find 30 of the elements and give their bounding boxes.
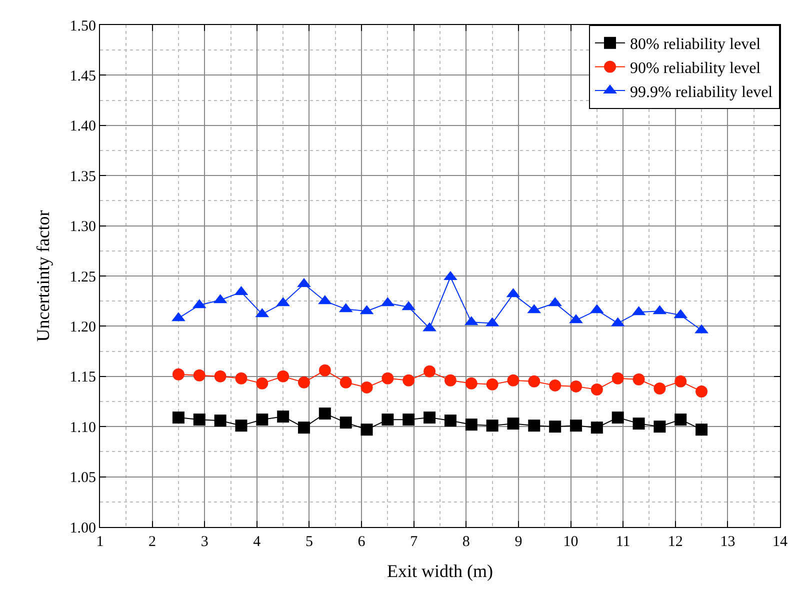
x-tick-label: 12 bbox=[668, 534, 683, 550]
y-tick-label: 1.20 bbox=[70, 319, 96, 336]
y-tick-label: 1.05 bbox=[70, 470, 96, 486]
x-tick-label: 9 bbox=[514, 534, 522, 550]
x-tick-label: 4 bbox=[253, 534, 262, 550]
x-tick-label: 7 bbox=[410, 534, 418, 550]
x-tick-label: 10 bbox=[563, 534, 578, 550]
y-tick-label: 1.25 bbox=[70, 269, 96, 286]
x-tick-label: 6 bbox=[358, 534, 366, 550]
x-tick-label: 11 bbox=[616, 534, 630, 550]
x-tick-label: 3 bbox=[200, 534, 208, 550]
y-tick-label: 1.15 bbox=[70, 370, 96, 386]
y-tick-label: 1.40 bbox=[70, 118, 96, 135]
y-tick-label: 1.50 bbox=[70, 18, 96, 34]
y-tick-label: 1.10 bbox=[70, 420, 96, 436]
y-tick-label: 1.00 bbox=[70, 520, 96, 536]
x-tick-label: 14 bbox=[772, 534, 788, 550]
y-tick-label: 1.45 bbox=[70, 68, 96, 84]
legend-label: 99.9% reliability level bbox=[630, 84, 774, 101]
x-axis-title: Exit width (m) bbox=[387, 561, 493, 582]
x-tick-label: 2 bbox=[148, 534, 156, 550]
y-tick-label: 1.30 bbox=[70, 219, 96, 236]
legend-label: 80% reliability level bbox=[630, 36, 762, 54]
x-tick-label: 5 bbox=[305, 534, 313, 550]
x-tick-label: 13 bbox=[720, 534, 736, 550]
legend-label: 90% reliability level bbox=[630, 60, 762, 77]
y-axis-title: Uncertainty factor bbox=[32, 210, 53, 342]
y-tick-label: 1.35 bbox=[70, 168, 96, 185]
x-tick-label: 1 bbox=[96, 534, 104, 550]
x-tick-label: 8 bbox=[462, 534, 470, 550]
